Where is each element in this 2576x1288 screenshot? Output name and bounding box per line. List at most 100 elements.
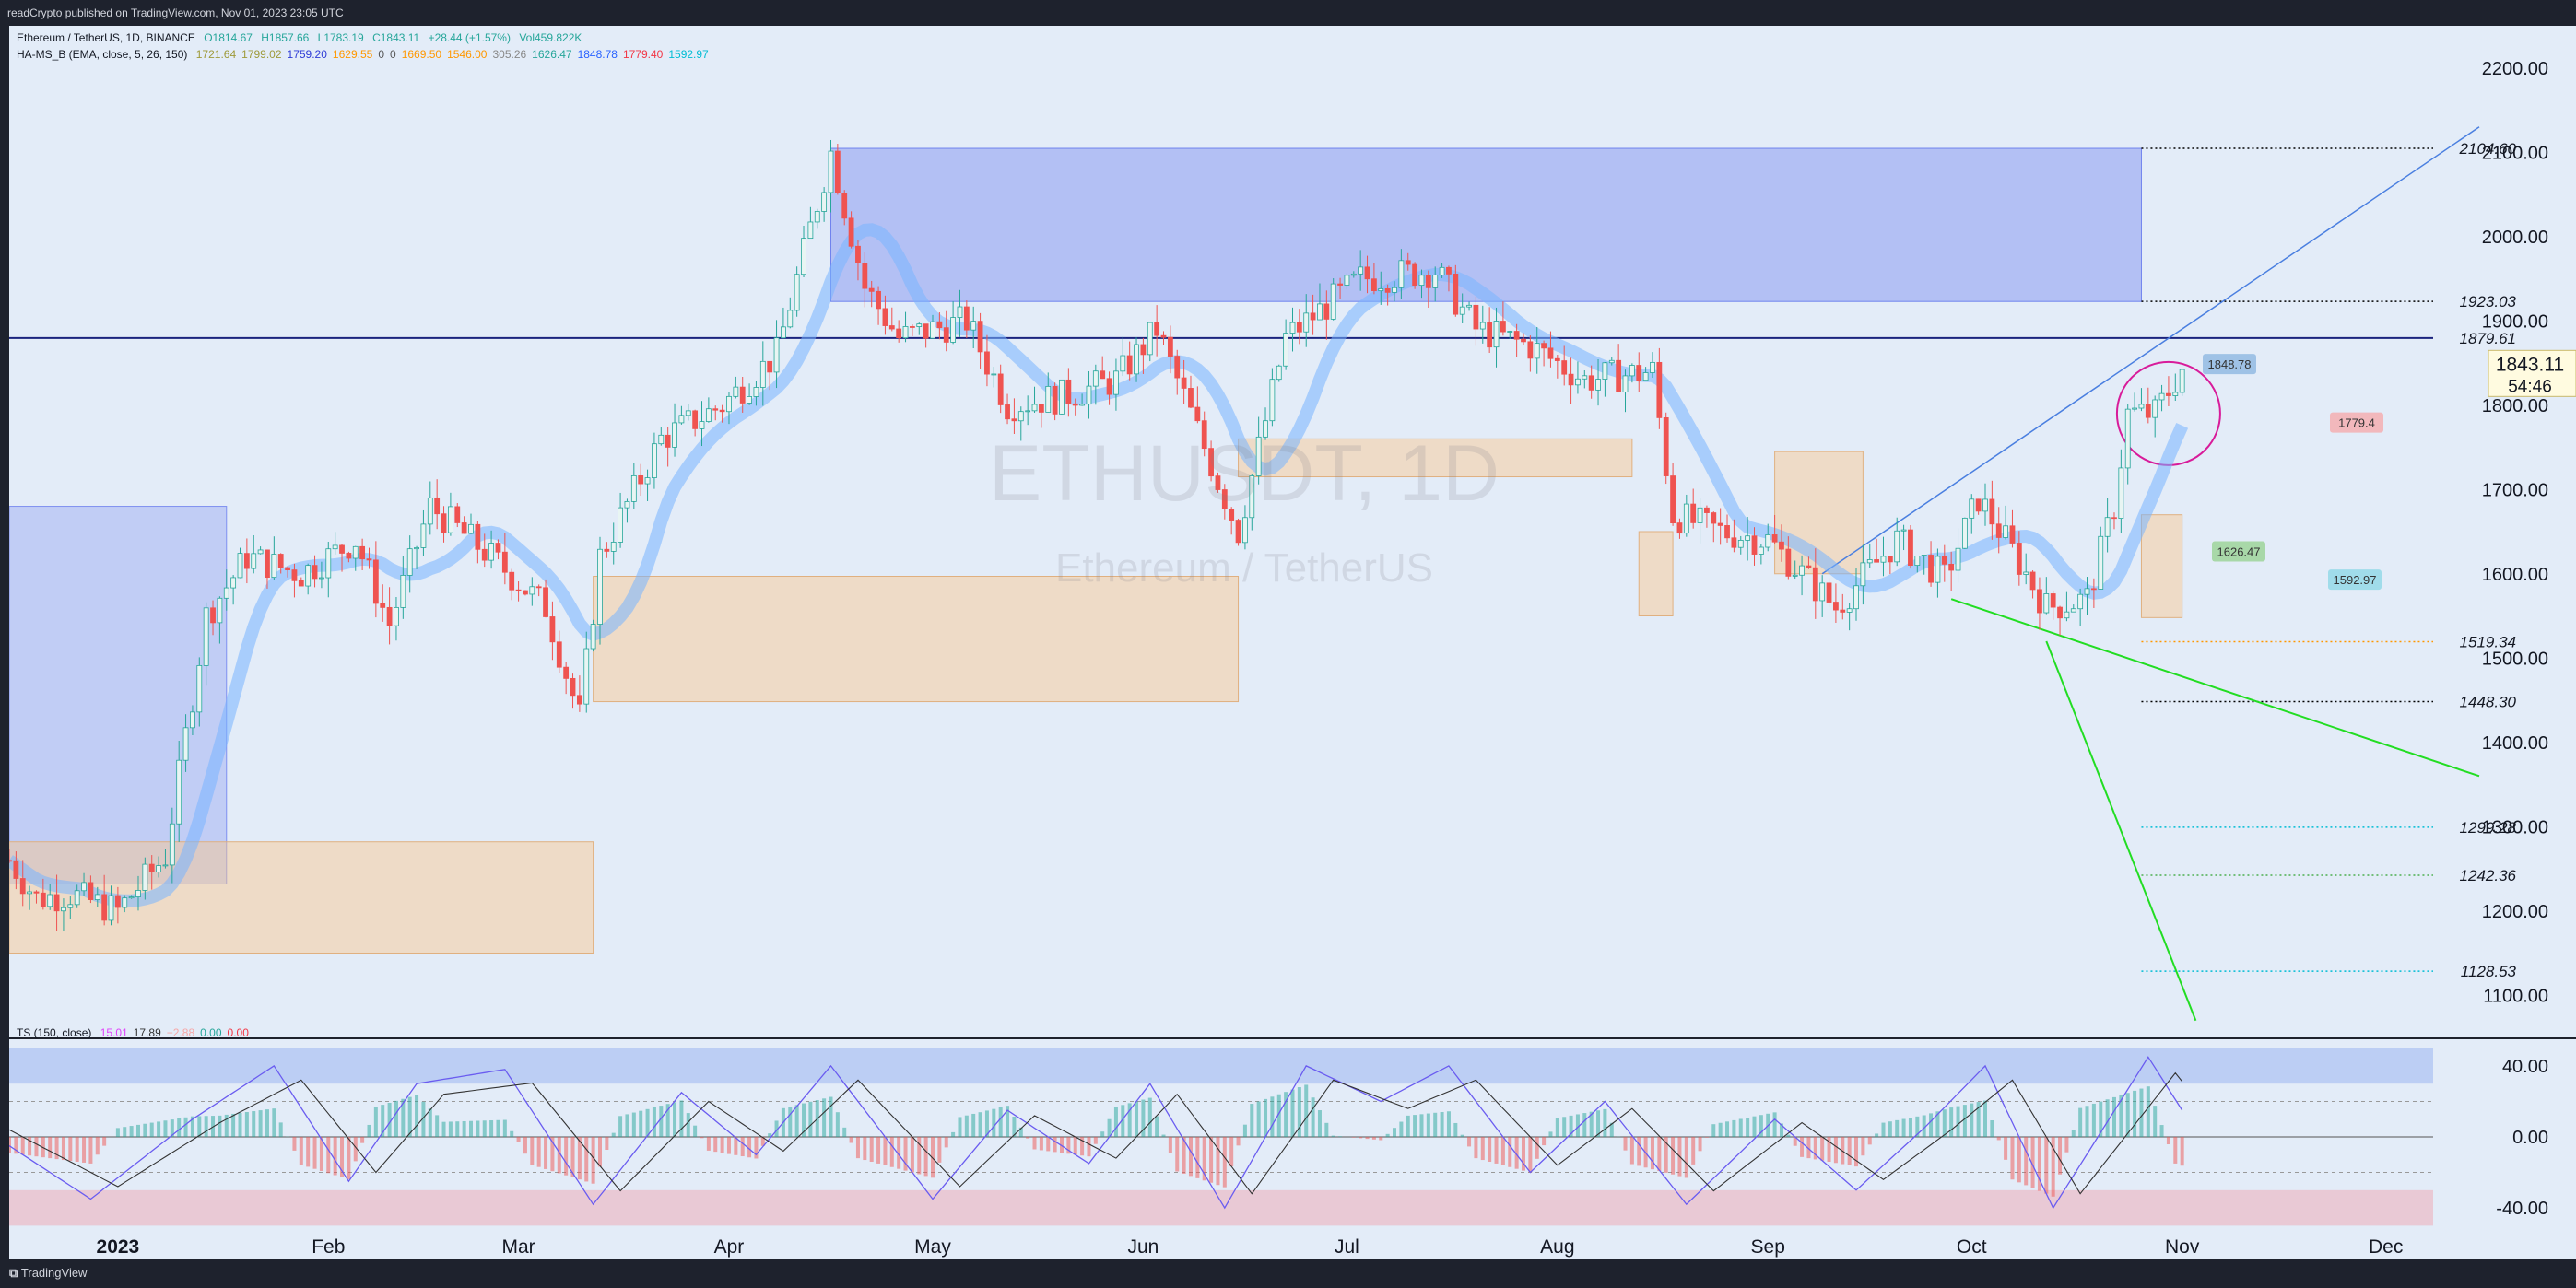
candle-body	[807, 221, 814, 240]
publish-header: readCrypto published on TradingView.com,…	[0, 0, 2576, 26]
candle-body	[1140, 344, 1147, 356]
osc-histogram-bar	[1711, 1124, 1716, 1137]
candle-body	[1079, 404, 1085, 406]
candle-body	[359, 545, 366, 560]
osc-histogram-bar	[1962, 1105, 1967, 1137]
osc-histogram-bar	[937, 1137, 942, 1163]
osc-histogram-bar	[1276, 1094, 1281, 1137]
candle-body	[1181, 377, 1187, 389]
candle-body	[2064, 611, 2070, 619]
osc-histogram-bar	[1018, 1127, 1023, 1137]
osc-histogram-bar	[2153, 1106, 2158, 1137]
osc-histogram-bar	[740, 1137, 745, 1157]
indicator-legend: HA-MS_B (EMA, close, 5, 26, 150) 1721.64…	[17, 48, 720, 61]
osc-histogram-bar	[1684, 1137, 1688, 1178]
date-tick-label: May	[914, 1236, 951, 1258]
candle-body	[1860, 562, 1866, 587]
date-tick-label: Nov	[2165, 1236, 2200, 1258]
oscillator-title[interactable]: TS (150, close)	[17, 1026, 92, 1039]
osc-histogram-bar	[754, 1137, 759, 1159]
candle-body	[1541, 343, 1547, 349]
osc-histogram-bar	[1039, 1137, 1043, 1151]
osc-histogram-bar	[2030, 1137, 2035, 1188]
osc-histogram-bar	[1650, 1137, 1654, 1170]
candle-body	[1575, 378, 1581, 386]
osc-histogram-bar	[984, 1110, 989, 1137]
candle-body	[787, 310, 794, 328]
osc-histogram-bar	[1623, 1137, 1628, 1151]
osc-histogram-bar	[1222, 1137, 1227, 1188]
candle-body	[1982, 498, 1988, 512]
osc-histogram-bar	[421, 1101, 426, 1137]
date-tick-label: Feb	[312, 1236, 345, 1258]
candle-body	[277, 554, 284, 568]
price-tick-label: 1700.00	[2482, 480, 2548, 500]
osc-histogram-bar	[2071, 1130, 2076, 1137]
osc-histogram-bar	[693, 1125, 698, 1137]
candle-body	[1975, 498, 1982, 512]
candle-body	[997, 373, 1004, 405]
candle-body	[2145, 404, 2151, 418]
candle-body	[142, 863, 148, 891]
candle-body	[576, 695, 582, 705]
osc-histogram-bar	[645, 1108, 650, 1137]
candle-body	[420, 523, 427, 548]
symbol-legend: Ethereum / TetherUS, 1D, BINANCE O1814.6…	[17, 31, 587, 44]
candle-body	[1330, 283, 1336, 320]
indicator-title[interactable]: HA-MS_B (EMA, close, 5, 26, 150)	[17, 48, 188, 61]
osc-histogram-bar	[353, 1137, 358, 1162]
main-pane	[9, 26, 2576, 1037]
symbol-title[interactable]: Ethereum / TetherUS, 1D, BINANCE	[17, 31, 195, 44]
osc-histogram-bar	[1596, 1110, 1601, 1137]
osc-histogram-bar	[577, 1137, 582, 1180]
watermark-symbol: ETHUSDT, 1D	[988, 429, 1500, 518]
candle-body	[936, 321, 943, 329]
date-tick-label: Dec	[2369, 1236, 2403, 1258]
candle-body	[1941, 556, 1947, 565]
osc-histogram-bar	[170, 1119, 174, 1137]
osc-histogram-bar	[34, 1137, 39, 1157]
candle-body	[1263, 420, 1268, 438]
osc-histogram-bar	[1324, 1122, 1329, 1137]
osc-histogram-bar	[1195, 1137, 1200, 1178]
candle-body	[652, 443, 657, 478]
candle-body	[156, 865, 161, 872]
osc-histogram-bar	[768, 1133, 772, 1137]
osc-histogram-bar	[2024, 1137, 2029, 1186]
osc-histogram-bar	[1012, 1117, 1017, 1137]
marker-badge	[2328, 569, 2382, 591]
candle-body	[1364, 266, 1370, 280]
candle-body	[230, 577, 237, 589]
candle-body	[162, 864, 169, 867]
footer-brand[interactable]: TradingView	[20, 1266, 88, 1280]
candle-body	[630, 474, 637, 502]
date-tick-label: Sep	[1751, 1236, 1785, 1258]
osc-histogram-bar	[1793, 1137, 1797, 1146]
osc-histogram-bar	[1895, 1119, 1900, 1137]
osc-histogram-bar	[964, 1115, 969, 1137]
osc-histogram-bar	[135, 1124, 140, 1137]
osc-histogram-bar	[1385, 1133, 1390, 1137]
ohlc-low: L1783.19	[317, 31, 364, 44]
osc-histogram-bar	[1270, 1096, 1275, 1137]
candle-body	[705, 408, 712, 422]
chart-canvas[interactable]: 1100.00 1200.00 1300.00 1400.00 1500.00 1600.…	[9, 26, 2576, 1259]
candle-body	[583, 648, 590, 705]
osc-histogram-bar	[897, 1137, 901, 1169]
osc-histogram-bar	[1752, 1116, 1757, 1137]
osc-histogram-bar	[1182, 1137, 1186, 1174]
candle-body	[1005, 404, 1010, 420]
osc-histogram-bar	[1990, 1120, 1994, 1137]
candle-body	[190, 711, 195, 729]
candle-body	[1513, 331, 1520, 340]
candle-body	[291, 569, 298, 581]
candle-body	[67, 904, 74, 908]
candle-body	[1880, 556, 1887, 563]
osc-histogram-bar	[1779, 1123, 1783, 1137]
osc-histogram-bar	[1535, 1137, 1539, 1159]
candle-body	[339, 544, 345, 554]
candle-body	[1255, 436, 1262, 476]
candle-body	[1840, 609, 1846, 613]
candle-body	[1038, 404, 1044, 413]
candle-body	[543, 587, 548, 617]
